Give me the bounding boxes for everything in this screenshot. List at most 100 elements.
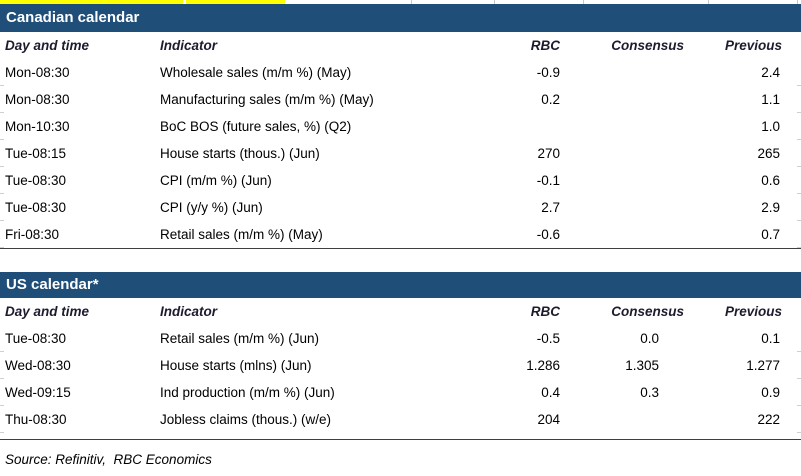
table-row: Wed-08:30 House starts (mlns) (Jun) 1.286 1… bbox=[0, 352, 786, 379]
cell-day: Tue-08:30 bbox=[5, 173, 67, 188]
yellow-highlight-segment bbox=[186, 0, 285, 4]
cell-day: Mon-10:30 bbox=[5, 119, 70, 134]
cell-consensus bbox=[560, 59, 684, 86]
cell-day: Tue-08:15 bbox=[5, 146, 67, 161]
column-header-rbc: RBC bbox=[530, 304, 560, 319]
gridline-tick bbox=[708, 0, 709, 4]
cell-rbc bbox=[405, 113, 560, 140]
yellow-highlight-segment bbox=[0, 0, 183, 4]
cell-consensus bbox=[560, 221, 684, 248]
cell-day: Tue-08:30 bbox=[5, 331, 67, 346]
us-table-body: Tue-08:30 Retail sales (m/m %) (Jun) -0.5 0… bbox=[0, 325, 801, 440]
cell-day: Fri-08:30 bbox=[5, 227, 60, 242]
cell-previous: 2.4 bbox=[761, 65, 780, 80]
column-header-day: Day and time bbox=[5, 38, 90, 53]
cell-previous: 1.1 bbox=[761, 92, 780, 107]
column-header-previous: Previous bbox=[724, 38, 782, 53]
cell-consensus bbox=[560, 167, 684, 194]
table-row: Mon-08:30 Wholesale sales (m/m %) (May) -0… bbox=[0, 59, 786, 86]
cell-previous: 0.9 bbox=[761, 385, 780, 400]
cell-previous: 0.1 bbox=[761, 331, 780, 346]
table-row: Fri-08:30 Retail sales (m/m %) (May) -0.6 0… bbox=[0, 221, 786, 248]
column-header-previous: Previous bbox=[724, 304, 782, 319]
cell-indicator: Jobless claims (thous.) (w/e) bbox=[160, 412, 332, 427]
cell-indicator: Retail sales (m/m %) (May) bbox=[160, 227, 323, 242]
cell-rbc: 204 bbox=[537, 412, 560, 427]
cell-rbc: 2.7 bbox=[541, 200, 560, 215]
cell-indicator: Manufacturing sales (m/m %) (May) bbox=[160, 92, 374, 107]
table-row: Mon-10:30 BoC BOS (future sales, %) (Q2) 1… bbox=[0, 113, 786, 140]
cell-indicator: Retail sales (m/m %) (Jun) bbox=[160, 331, 320, 346]
cell-previous: 0.6 bbox=[761, 173, 780, 188]
table-row: Tue-08:30 CPI (m/m %) (Jun) -0.1 0.6 bbox=[0, 167, 786, 194]
gridline-ticks-right bbox=[797, 59, 801, 249]
column-header-rbc: RBC bbox=[530, 38, 560, 53]
cell-consensus bbox=[560, 406, 684, 433]
table-row: Wed-09:15 Ind production (m/m %) (Jun) 0.4… bbox=[0, 379, 786, 406]
gridline-tick bbox=[797, 0, 798, 4]
cell-consensus: 1.305 bbox=[625, 358, 659, 373]
cell-day: Mon-08:30 bbox=[5, 92, 70, 107]
gridline-tick bbox=[583, 0, 584, 4]
cell-indicator: Wholesale sales (m/m %) (May) bbox=[160, 65, 352, 80]
cell-rbc: -0.9 bbox=[536, 65, 560, 80]
cell-rbc: 0.4 bbox=[541, 385, 560, 400]
cell-rbc: -0.5 bbox=[536, 331, 560, 346]
cell-day: Mon-08:30 bbox=[5, 65, 70, 80]
section-title: US calendar* bbox=[6, 276, 99, 293]
cell-rbc: 1.286 bbox=[526, 358, 560, 373]
table-row: Tue-08:30 CPI (y/y %) (Jun) 2.7 2.9 bbox=[0, 194, 786, 221]
cell-consensus: 0.0 bbox=[640, 331, 659, 346]
table-row: Tue-08:15 House starts (thous.) (Jun) 270 2… bbox=[0, 140, 786, 167]
cell-indicator: House starts (thous.) (Jun) bbox=[160, 146, 320, 161]
gridline-ticks-left bbox=[0, 325, 4, 435]
cell-previous: 222 bbox=[757, 412, 780, 427]
cell-indicator: Ind production (m/m %) (Jun) bbox=[160, 385, 335, 400]
cell-rbc: 270 bbox=[537, 146, 560, 161]
cell-day: Thu-08:30 bbox=[5, 412, 67, 427]
top-gridline-strip bbox=[0, 0, 801, 4]
canadian-calendar-section: Canadian calendar Day and time Indicator… bbox=[0, 4, 801, 249]
gridline-tick bbox=[411, 0, 412, 4]
column-header-consensus: Consensus bbox=[611, 304, 684, 319]
gridline-ticks-left bbox=[0, 59, 4, 249]
cell-consensus bbox=[560, 140, 684, 167]
section-title: Canadian calendar bbox=[6, 9, 140, 26]
us-calendar-title-bar: US calendar* bbox=[0, 272, 801, 298]
cell-previous: 2.9 bbox=[761, 200, 780, 215]
cell-indicator: CPI (y/y %) (Jun) bbox=[160, 200, 263, 215]
cell-rbc: 0.2 bbox=[541, 92, 560, 107]
cell-consensus bbox=[560, 194, 684, 221]
cell-previous: 0.7 bbox=[761, 227, 780, 242]
source-note: Source: Refinitiv, RBC Economics bbox=[5, 452, 212, 467]
column-header-day: Day and time bbox=[5, 304, 90, 319]
cell-indicator: House starts (mlns) (Jun) bbox=[160, 358, 312, 373]
gridline-ticks-right bbox=[797, 325, 801, 435]
cell-rbc: -0.1 bbox=[536, 173, 560, 188]
column-header-indicator: Indicator bbox=[160, 304, 218, 319]
canadian-table-body: Mon-08:30 Wholesale sales (m/m %) (May) -0… bbox=[0, 59, 801, 249]
table-row: Thu-08:30 Jobless claims (thous.) (w/e) 20… bbox=[0, 406, 786, 433]
cell-consensus bbox=[560, 86, 684, 113]
cell-consensus: 0.3 bbox=[640, 385, 659, 400]
cell-previous: 1.0 bbox=[761, 119, 780, 134]
cell-consensus bbox=[560, 113, 684, 140]
cell-previous: 265 bbox=[757, 146, 780, 161]
cell-day: Wed-08:30 bbox=[5, 358, 71, 373]
canadian-calendar-title-bar: Canadian calendar bbox=[0, 4, 801, 32]
gridline-tick bbox=[494, 0, 495, 4]
cell-previous: 1.277 bbox=[746, 358, 780, 373]
cell-indicator: BoC BOS (future sales, %) (Q2) bbox=[160, 119, 352, 134]
cell-indicator: CPI (m/m %) (Jun) bbox=[160, 173, 272, 188]
column-header-row: Day and time Indicator RBC Consensus Pre… bbox=[0, 32, 786, 59]
table-row: Mon-08:30 Manufacturing sales (m/m %) (Ma… bbox=[0, 86, 786, 113]
cell-rbc: -0.6 bbox=[536, 227, 560, 242]
table-row: Tue-08:30 Retail sales (m/m %) (Jun) -0.5 0… bbox=[0, 325, 786, 352]
column-header-consensus: Consensus bbox=[611, 38, 684, 53]
column-header-row: Day and time Indicator RBC Consensus Pre… bbox=[0, 298, 786, 325]
us-calendar-section: US calendar* Day and time Indicator RBC … bbox=[0, 272, 801, 440]
cell-day: Wed-09:15 bbox=[5, 385, 71, 400]
cell-day: Tue-08:30 bbox=[5, 200, 67, 215]
column-header-indicator: Indicator bbox=[160, 38, 218, 53]
